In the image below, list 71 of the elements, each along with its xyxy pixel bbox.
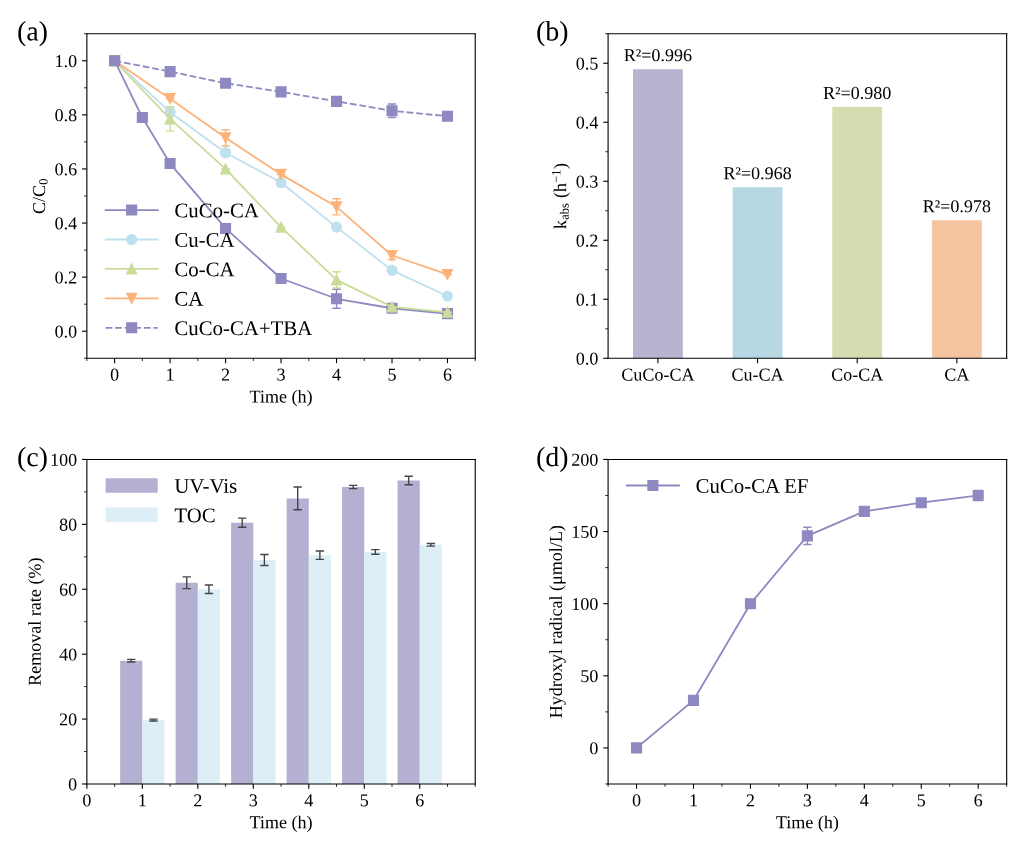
- x-tick-label: 5: [360, 794, 369, 807]
- x-tick-label: CA: [945, 368, 970, 381]
- y-tick-label: 80: [59, 518, 77, 531]
- x-tick-label: 6: [416, 794, 424, 807]
- legend-label: Cu-CA: [175, 232, 235, 247]
- legend-label: CuCo-CA EF: [696, 478, 808, 493]
- annotation: R²=0.980: [823, 86, 891, 100]
- x-axis-title: Time (h): [776, 815, 839, 833]
- y-tick-label: 0.0: [55, 325, 77, 338]
- x-tick-label: 6: [443, 368, 452, 381]
- x-tick-label: 2: [746, 794, 754, 807]
- x-tick-label: 1: [139, 794, 146, 807]
- y-tick-label: 0.8: [55, 109, 77, 122]
- annotation: R²=0.968: [723, 167, 791, 180]
- x-tick-label: 0: [110, 368, 119, 381]
- y-tick-label: 0.6: [55, 163, 77, 176]
- y-tick-label: 40: [59, 648, 77, 661]
- x-tick-label: 3: [277, 368, 285, 381]
- annotation: R²=0.978: [923, 200, 991, 213]
- y-tick-label: 0.0: [576, 352, 598, 365]
- y-tick-label: 100: [572, 597, 598, 611]
- x-tick-label: Cu-CA: [732, 368, 784, 381]
- x-tick-label: CuCo-CA: [622, 368, 695, 381]
- y-tick-label: 60: [59, 583, 77, 596]
- x-axis-title: Time (h): [249, 815, 312, 833]
- y-tick-label: 0.4: [55, 217, 77, 230]
- x-tick-label: 0: [83, 794, 91, 807]
- x-tick-label: 2: [194, 794, 202, 807]
- y-axis-title: Removal rate (%): [28, 558, 45, 686]
- x-tick-label: 1: [167, 368, 174, 381]
- text: (b): [537, 21, 568, 47]
- y-tick-label: 0.2: [576, 234, 598, 247]
- y-tick-label: 1.0: [56, 55, 77, 68]
- x-tick-label: 6: [974, 794, 983, 807]
- text: (a): [18, 21, 47, 47]
- y-tick-label: 0.1: [576, 293, 598, 306]
- y-tick-label: 200: [572, 453, 598, 466]
- y-tick-label: 0.5: [576, 57, 598, 70]
- x-tick-label: 3: [249, 794, 258, 807]
- x-axis-title: Time (h): [249, 389, 312, 407]
- x-tick-label: 3: [803, 794, 812, 807]
- x-tick-label: 2: [221, 368, 230, 381]
- y-tick-label: 0.2: [55, 271, 77, 284]
- x-tick-label: 5: [917, 794, 926, 807]
- legend-label: CA: [175, 291, 204, 306]
- legend-label: TOC: [174, 508, 215, 523]
- y-tick-label: 0.3: [576, 175, 598, 188]
- legend-label: CuCo-CA: [175, 203, 259, 218]
- x-tick-label: 5: [388, 368, 396, 381]
- text: (c): [18, 446, 47, 473]
- legend-label: Co-CA: [175, 262, 235, 277]
- y-axis-title: Hydroxyl radical (μmol/L): [549, 525, 566, 718]
- x-tick-label: 1: [690, 794, 697, 807]
- y-tick-label: 100: [51, 453, 77, 466]
- x-tick-label: Co-CA: [831, 368, 884, 381]
- y-tick-label: 0: [590, 742, 598, 755]
- y-tick-label: 150: [572, 525, 598, 538]
- text: (d): [537, 446, 568, 473]
- x-tick-label: 4: [304, 794, 314, 807]
- y-axis-title: k$_{abs}$ (h$^{−1}$): [552, 163, 570, 229]
- x-tick-label: 4: [860, 794, 869, 807]
- y-tick-label: 0: [68, 778, 77, 791]
- x-tick-label: 0: [632, 794, 641, 807]
- legend-label: UV-Vis: [174, 478, 237, 494]
- x-tick-label: 4: [332, 368, 341, 381]
- y-tick-label: 20: [59, 713, 77, 726]
- annotation: R²=0.996: [624, 49, 692, 62]
- legend-label: CuCo-CA+TBA: [175, 321, 313, 336]
- y-axis-title: C/C$_{0}$: [33, 178, 48, 214]
- y-tick-label: 50: [581, 670, 598, 683]
- y-tick-label: 0.4: [576, 116, 599, 129]
